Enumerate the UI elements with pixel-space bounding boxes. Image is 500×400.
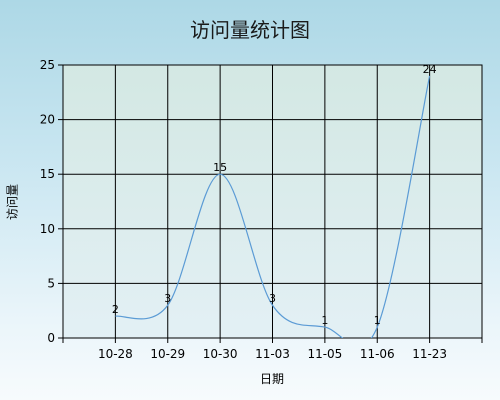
chart-title: 访问量统计图	[190, 18, 310, 42]
x-axis-title: 日期	[259, 372, 285, 386]
y-tick-label: 20	[40, 113, 55, 127]
data-label: 3	[269, 292, 276, 305]
x-tick-label: 10-30	[203, 347, 238, 361]
x-tick-label: 11-03	[255, 347, 290, 361]
x-tick-label: 10-29	[150, 347, 185, 361]
plot-border	[62, 64, 483, 339]
series-line	[115, 75, 431, 338]
data-label: 3	[164, 292, 171, 305]
x-tick-label: 11-06	[360, 347, 395, 361]
x-tick-label: 11-23	[412, 347, 447, 361]
data-label: 15	[213, 161, 227, 174]
y-tick-label: 15	[40, 167, 55, 181]
y-tick-label: 25	[40, 58, 55, 72]
data-label: 1	[321, 314, 328, 327]
y-tick-label: 5	[47, 276, 55, 290]
data-label: 24	[423, 63, 437, 76]
data-label: 2	[112, 303, 119, 316]
x-tick-label: 11-05	[307, 347, 342, 361]
y-tick-label: 10	[40, 222, 55, 236]
y-tick-label: 0	[47, 331, 55, 345]
data-label: 1	[374, 314, 381, 327]
x-tick-label: 10-28	[98, 347, 133, 361]
